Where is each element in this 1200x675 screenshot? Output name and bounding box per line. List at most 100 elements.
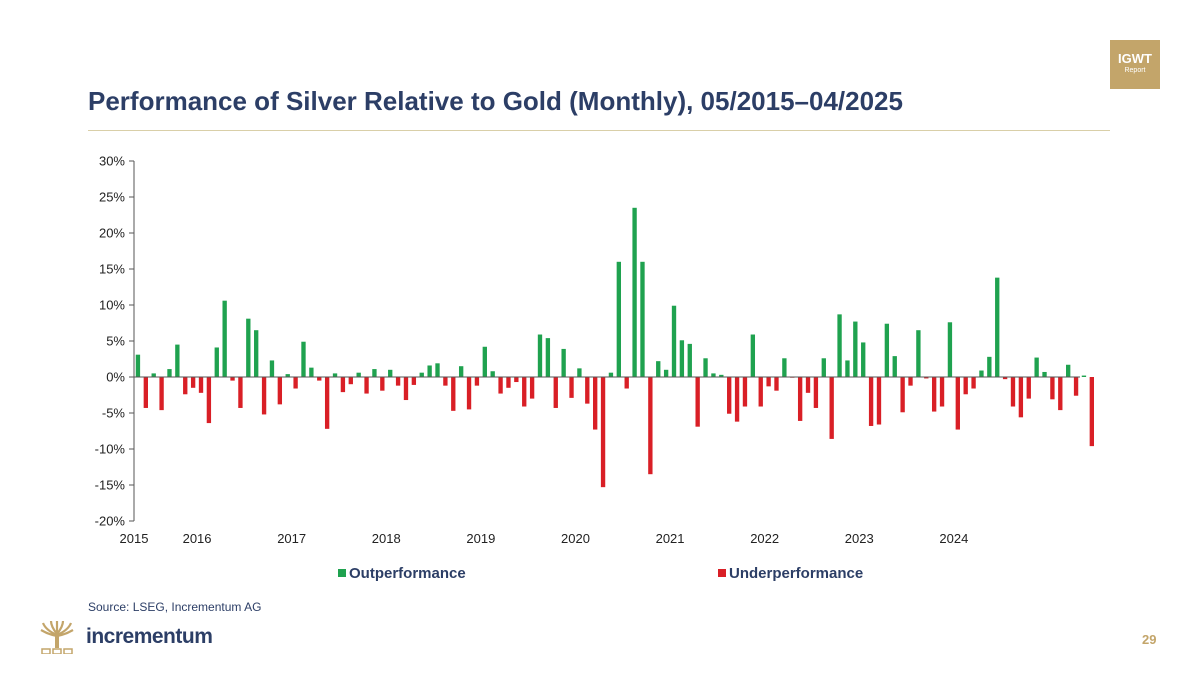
x-tick-label: 2018 [372,531,401,546]
bar-underperformance [585,377,590,404]
bar-underperformance [593,377,598,430]
bar-outperformance [656,361,661,377]
igwt-report-badge: IGWT Report [1110,40,1160,89]
x-tick-label: 2023 [845,531,874,546]
bar-outperformance [616,261,621,377]
bar-outperformance [1034,357,1039,377]
y-tick-label: 30% [99,154,125,169]
bar-outperformance [269,360,275,377]
bar-underperformance [340,377,346,393]
bar-underperformance [443,377,448,386]
badge-title: IGWT [1118,51,1152,66]
bar-underperformance [695,377,700,427]
bar-outperformance [632,207,637,377]
x-tick-label: 2017 [277,531,306,546]
bar-underperformance [829,377,834,439]
bar-outperformance [719,374,724,377]
bar-underperformance [1010,377,1016,407]
y-tick-label: -5% [102,406,126,421]
bar-outperformance [884,323,890,377]
bar-underperformance [529,377,535,399]
bar-outperformance [301,341,306,377]
bar-outperformance [175,344,180,377]
bar-outperformance [671,305,677,377]
y-axis-ticks: 30% 25% 20% 15% 10% 5% 0% -5% -10% -15% -20% [95,154,134,529]
bar-outperformance [545,338,551,377]
bar-underperformance [734,377,740,422]
x-tick-label: 2022 [750,531,779,546]
bar-outperformance [640,261,645,377]
bar-underperformance [805,377,811,393]
bar-outperformance [482,346,487,377]
bar-outperformance [711,373,716,377]
y-tick-label: -20% [95,514,126,529]
bar-underperformance [569,377,574,398]
bar-outperformance [679,340,685,377]
bar-outperformance [1066,364,1071,377]
bar-outperformance [577,368,582,377]
bar-underperformance [1002,377,1008,380]
tree-logo-icon [40,620,74,654]
incrementum-logo-text: incrementum [86,625,213,648]
bar-outperformance [151,373,156,377]
bar-underperformance [451,377,456,411]
bar-outperformance [1042,371,1047,377]
x-tick-label: 2016 [183,531,212,546]
bar-outperformance [687,343,692,377]
y-tick-label: 20% [99,226,125,241]
bar-underperformance [522,377,527,407]
bar-underperformance [324,377,330,429]
bar-underperformance [553,377,558,408]
bar-underperformance [474,377,480,386]
bar-outperformance [435,363,440,377]
bar-underperformance [955,377,960,430]
bar-underperformance [766,377,771,387]
legend-outperformance: Outperformance [338,565,466,582]
bar-underperformance [206,377,212,424]
bar-underperformance [159,377,164,411]
bar-outperformance [987,356,992,377]
bar-underperformance [624,377,629,389]
bar-underperformance [868,377,874,426]
bar-outperformance [861,342,866,377]
y-tick-label: -15% [95,478,126,493]
bar-underperformance [261,377,267,415]
bar-underperformance [293,377,298,389]
bar-underperformance [939,377,945,407]
x-tick-label: 2021 [656,531,685,546]
bar-underperformance [1026,377,1031,399]
bar-outperformance [332,373,338,377]
bar-underperformance [395,377,401,386]
bar-underperformance [1050,377,1055,400]
bar-underperformance [900,377,905,413]
bar-underperformance [774,377,779,391]
bar-underperformance [238,377,243,408]
source-note: Source: LSEG, Incrementum AG [88,600,262,614]
bar-outperformance [608,372,614,377]
bars-group [135,207,1094,488]
bar-underperformance [198,377,204,393]
legend-swatch-red [718,569,726,577]
bar-outperformance [246,318,251,377]
bar-outperformance [458,366,464,377]
legend-label-outperformance: Outperformance [349,565,466,582]
bar-outperformance [1081,375,1087,377]
bar-underperformance [797,377,803,421]
bar-underperformance [380,377,385,391]
bar-underperformance [758,377,763,407]
badge-subtitle: Report [1124,67,1146,74]
bar-outperformance [845,360,850,377]
bar-underperformance [364,377,369,394]
bar-underperformance [514,377,519,383]
bar-outperformance [561,348,566,377]
x-axis-ticks: 2015 2016 2017 2018 2019 2020 2021 2022 2023 2024 [120,531,969,546]
bar-outperformance [663,369,669,377]
bar-underperformance [742,377,748,407]
bar-underperformance [183,377,188,395]
page-title: Performance of Silver Relative to Gold (… [88,86,903,116]
y-tick-label: 0% [106,370,125,385]
x-tick-label: 2019 [466,531,495,546]
bar-outperformance [388,369,393,377]
bar-underperformance [1073,377,1079,396]
bar-underperformance [924,377,929,379]
